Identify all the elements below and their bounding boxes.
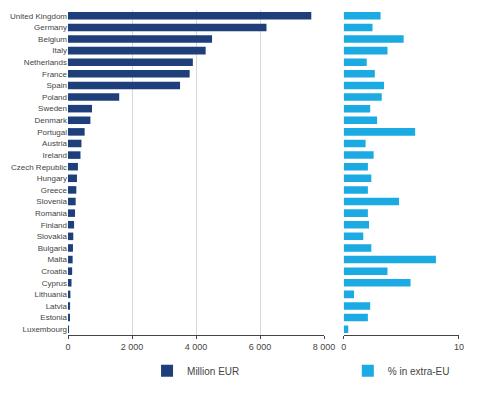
- svg-text:Sweden: Sweden: [38, 104, 67, 113]
- svg-text:Austria: Austria: [42, 139, 67, 148]
- svg-text:8 000: 8 000: [313, 342, 336, 352]
- svg-text:Spain: Spain: [47, 81, 67, 90]
- svg-text:6 000: 6 000: [249, 342, 272, 352]
- svg-text:Million EUR: Million EUR: [187, 366, 239, 377]
- svg-text:United Kingdom: United Kingdom: [10, 12, 67, 21]
- svg-text:Italy: Italy: [52, 46, 67, 55]
- svg-text:Finland: Finland: [41, 221, 67, 230]
- svg-text:Denmark: Denmark: [35, 116, 68, 125]
- svg-text:4 000: 4 000: [185, 342, 208, 352]
- svg-text:Bulgaria: Bulgaria: [38, 244, 68, 253]
- svg-text:Netherlands: Netherlands: [24, 58, 67, 67]
- svg-text:Poland: Poland: [42, 93, 67, 102]
- svg-text:Cyprus: Cyprus: [42, 279, 67, 288]
- svg-text:Croatia: Croatia: [41, 267, 67, 276]
- svg-text:Luxembourg: Luxembourg: [23, 325, 67, 334]
- svg-text:Lithuania: Lithuania: [35, 290, 68, 299]
- svg-text:Portugal: Portugal: [37, 128, 67, 137]
- svg-text:10: 10: [454, 342, 464, 352]
- svg-text:Slovenia: Slovenia: [36, 197, 67, 206]
- svg-text:0: 0: [341, 342, 346, 352]
- svg-text:France: France: [42, 70, 67, 79]
- svg-text:% in extra-EU: % in extra-EU: [388, 366, 450, 377]
- svg-text:Estonia: Estonia: [40, 313, 67, 322]
- svg-text:Hungary: Hungary: [37, 174, 67, 183]
- svg-text:Czech Republic: Czech Republic: [11, 163, 67, 172]
- svg-text:Malta: Malta: [47, 255, 67, 264]
- svg-text:0: 0: [65, 342, 70, 352]
- svg-text:Ireland: Ireland: [43, 151, 67, 160]
- svg-text:Slovakia: Slovakia: [37, 232, 68, 241]
- svg-text:Germany: Germany: [34, 23, 67, 32]
- svg-text:Romania: Romania: [35, 209, 68, 218]
- svg-text:Latvia: Latvia: [46, 302, 68, 311]
- svg-text:Greece: Greece: [41, 186, 68, 195]
- svg-text:2 000: 2 000: [121, 342, 144, 352]
- svg-text:Belgium: Belgium: [38, 35, 67, 44]
